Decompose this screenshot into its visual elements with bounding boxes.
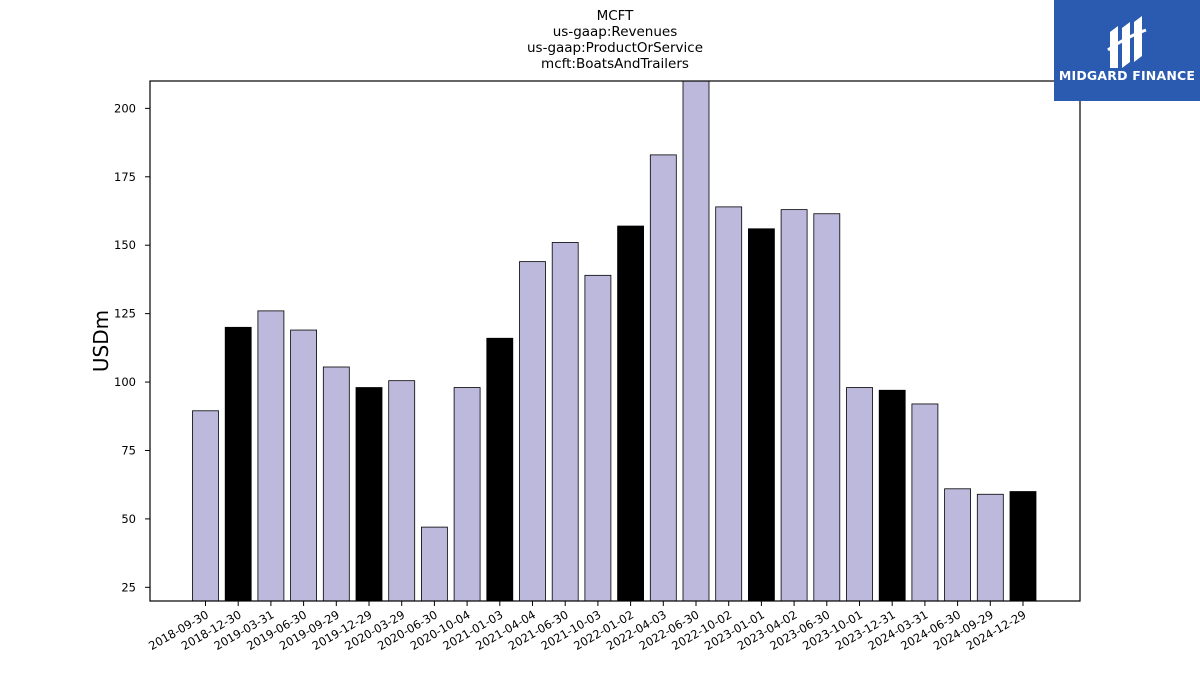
bar	[878, 389, 906, 601]
y-tick-label: 150	[114, 238, 136, 252]
bar	[715, 206, 743, 601]
bar	[813, 213, 841, 601]
bar	[584, 274, 612, 601]
bar	[649, 154, 677, 601]
chart-title-line: us-gaap:Revenues	[553, 24, 678, 40]
y-tick-label: 25	[121, 580, 136, 594]
plot-frame	[149, 80, 1081, 602]
bar	[453, 387, 481, 601]
bar	[748, 228, 775, 601]
bar	[846, 387, 873, 601]
y-tick-label: 50	[121, 512, 136, 526]
bar	[290, 329, 318, 601]
bar	[976, 493, 1004, 601]
y-tick-label: 100	[114, 375, 136, 389]
y-axis: 25 50 75 100 125 150 175 200	[114, 101, 150, 594]
y-axis-label: USDm	[89, 310, 113, 372]
chart-title-line: us-gaap:ProductOrService	[527, 40, 703, 56]
bar	[355, 387, 383, 601]
logo-mark-icon	[1107, 16, 1147, 68]
bar	[1009, 491, 1037, 601]
bar	[944, 488, 971, 601]
y-tick-label: 200	[114, 101, 136, 115]
x-axis: 2018-09-302018-12-302019-03-312019-06-30…	[146, 601, 1029, 653]
bar	[420, 526, 448, 601]
bar	[780, 209, 808, 601]
chart-title: MCFTus-gaap:Revenuesus-gaap:ProductOrSer…	[527, 8, 703, 72]
y-tick-label: 75	[121, 443, 136, 457]
bar	[322, 366, 350, 601]
y-tick-label: 175	[114, 170, 136, 184]
bar	[519, 261, 546, 601]
bar	[617, 225, 644, 601]
y-tick-label: 125	[114, 307, 136, 321]
bar	[486, 337, 514, 601]
bar	[224, 326, 252, 601]
bar	[682, 81, 710, 601]
chart-title-line: mcft:BoatsAndTrailers	[541, 56, 689, 72]
midgard-finance-logo: MIDGARD FINANCE	[1054, 0, 1200, 101]
bar	[388, 380, 416, 601]
chart-title-line: MCFT	[597, 8, 635, 24]
bar	[911, 403, 939, 601]
logo-text: MIDGARD FINANCE	[1058, 68, 1196, 83]
bar	[192, 410, 219, 601]
bar	[551, 242, 579, 601]
bar	[257, 310, 285, 601]
bar-series	[192, 81, 1037, 601]
